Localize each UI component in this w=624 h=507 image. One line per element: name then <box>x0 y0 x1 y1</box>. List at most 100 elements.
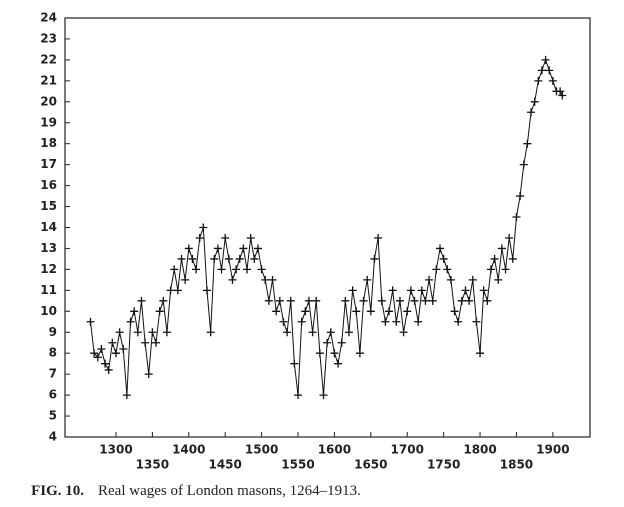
data-point <box>406 286 415 295</box>
data-point <box>479 286 488 295</box>
data-point <box>465 296 474 305</box>
y-tick-label: 8 <box>49 346 57 360</box>
data-point <box>301 307 310 316</box>
y-tick-label: 21 <box>40 73 57 87</box>
data-point <box>348 286 357 295</box>
data-point <box>381 317 390 326</box>
y-tick-label: 14 <box>40 220 57 234</box>
y-tick-label: 9 <box>49 325 57 339</box>
data-point <box>290 359 299 368</box>
data-point <box>527 108 536 117</box>
y-tick-label: 4 <box>49 430 57 444</box>
data-point <box>86 317 95 326</box>
y-tick-label: 16 <box>40 178 57 192</box>
data-point <box>148 328 157 337</box>
data-point <box>399 328 408 337</box>
data-point <box>417 286 426 295</box>
data-point <box>162 328 171 337</box>
data-point <box>395 296 404 305</box>
x-tick-label: 1650 <box>354 458 387 472</box>
data-point <box>199 223 208 232</box>
data-point <box>534 76 543 85</box>
y-tick-label: 10 <box>40 304 57 318</box>
data-point <box>272 307 281 316</box>
data-point <box>279 317 288 326</box>
data-point <box>173 286 182 295</box>
y-tick-label: 24 <box>40 11 57 25</box>
x-tick-label: 1900 <box>536 443 569 457</box>
data-point <box>450 307 459 316</box>
data-point <box>294 391 303 400</box>
data-point <box>159 296 168 305</box>
data-point <box>319 391 328 400</box>
data-point <box>155 307 164 316</box>
data-point <box>472 317 481 326</box>
data-point <box>144 370 153 379</box>
data-point <box>170 265 179 274</box>
y-tick-label: 12 <box>40 262 57 276</box>
y-tick-label: 7 <box>49 367 57 381</box>
caption-label: FIG. 10. <box>31 483 84 499</box>
data-point <box>516 192 525 201</box>
plot-frame <box>64 17 591 438</box>
y-tick-label: 18 <box>40 136 57 150</box>
data-point <box>90 349 99 358</box>
data-point <box>210 254 219 263</box>
data-point <box>508 254 517 263</box>
data-point <box>457 296 466 305</box>
data-point <box>202 286 211 295</box>
data-point <box>111 349 120 358</box>
data-point <box>432 265 441 274</box>
data-point <box>476 349 485 358</box>
data-point <box>337 338 346 347</box>
data-point <box>126 317 135 326</box>
data-point <box>523 139 532 148</box>
x-tick-label: 1550 <box>281 458 314 472</box>
y-tick-label: 6 <box>49 388 57 402</box>
data-point <box>519 160 528 169</box>
caption: FIG. 10. Real wages of London masons, 126… <box>31 483 361 499</box>
data-point <box>363 275 372 284</box>
data-point <box>436 244 444 253</box>
data-point <box>115 328 124 337</box>
data-point <box>403 307 412 316</box>
data-point <box>425 275 434 284</box>
data-point <box>486 265 495 274</box>
data-point <box>392 317 401 326</box>
data-point <box>188 254 197 263</box>
data-point <box>366 307 375 316</box>
data-point <box>355 349 364 358</box>
x-tick-label: 1700 <box>391 443 424 457</box>
data-point <box>217 265 226 274</box>
data-point <box>228 275 237 284</box>
data-point <box>501 265 510 274</box>
data-point <box>206 328 215 337</box>
data-point <box>308 328 317 337</box>
data-point <box>108 338 117 347</box>
y-tick-label: 15 <box>40 199 57 213</box>
x-tick-label: 1300 <box>99 443 132 457</box>
data-point <box>122 391 131 400</box>
data-point <box>239 244 248 253</box>
data-point <box>264 296 273 305</box>
x-tick-label: 1850 <box>500 458 533 472</box>
data-point <box>297 317 306 326</box>
data-point <box>556 87 565 96</box>
data-point <box>286 296 295 305</box>
data-point <box>119 345 128 354</box>
data-point <box>315 349 324 358</box>
data-point <box>137 296 146 305</box>
data-point <box>454 317 463 326</box>
x-tick-label: 1400 <box>172 443 205 457</box>
x-tick-label: 1600 <box>318 443 351 457</box>
data-point <box>385 307 394 316</box>
data-point <box>253 244 262 253</box>
data-point <box>494 275 503 284</box>
data-point <box>177 254 186 263</box>
data-point <box>341 296 350 305</box>
data-point <box>330 349 339 358</box>
y-tick-label: 17 <box>40 157 57 171</box>
data-point <box>512 213 521 222</box>
data-point <box>537 66 546 75</box>
